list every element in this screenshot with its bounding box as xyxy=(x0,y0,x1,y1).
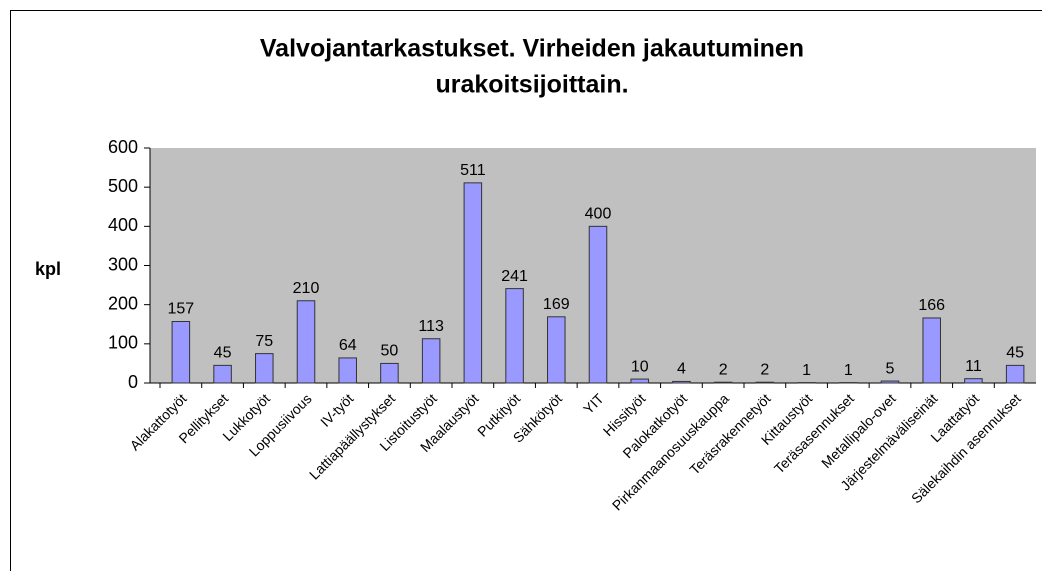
value-label: 169 xyxy=(543,296,570,313)
value-label: 1 xyxy=(844,362,853,379)
bar xyxy=(255,353,274,384)
value-label: 11 xyxy=(965,358,982,375)
chart-title: Valvojantarkastukset. Virheiden jakautum… xyxy=(260,35,804,63)
bar xyxy=(964,378,983,384)
bar xyxy=(380,362,399,384)
value-label: 241 xyxy=(501,268,528,285)
bar xyxy=(1005,364,1025,384)
value-label: 64 xyxy=(339,337,357,354)
value-label: 50 xyxy=(381,343,399,360)
value-label: 400 xyxy=(585,206,612,223)
value-label: 157 xyxy=(168,301,195,318)
bar xyxy=(213,364,232,384)
bar xyxy=(421,338,441,384)
bar xyxy=(547,316,566,384)
value-label: 1 xyxy=(802,362,811,379)
bar xyxy=(588,225,608,384)
y-tick-label: 600 xyxy=(108,137,138,157)
chart-title: urakoitsijoittain. xyxy=(435,71,628,99)
y-tick-label: 100 xyxy=(108,333,138,353)
value-label: 166 xyxy=(918,297,945,314)
value-label: 45 xyxy=(1006,345,1024,362)
value-label: 10 xyxy=(631,358,649,375)
value-label: 113 xyxy=(418,318,444,335)
value-label: 2 xyxy=(760,361,769,378)
y-tick-label: 400 xyxy=(108,215,138,235)
bar xyxy=(922,317,941,384)
bar xyxy=(505,288,524,384)
value-label: 210 xyxy=(293,280,320,297)
value-label: 45 xyxy=(214,345,232,362)
y-tick-label: 200 xyxy=(108,293,138,313)
bar xyxy=(713,381,733,384)
value-label: 5 xyxy=(886,360,895,377)
value-label: 4 xyxy=(677,361,686,378)
y-tick-label: 0 xyxy=(128,372,138,392)
bar xyxy=(338,357,357,384)
bar xyxy=(171,321,191,384)
bar xyxy=(296,300,316,384)
bar xyxy=(755,381,775,384)
value-label: 511 xyxy=(460,162,486,179)
bar xyxy=(880,380,900,384)
bar xyxy=(630,378,649,384)
y-tick-label: 500 xyxy=(108,176,138,196)
bar xyxy=(463,182,483,384)
bar xyxy=(672,380,691,384)
value-label: 2 xyxy=(719,361,728,378)
y-axis-label: kpl xyxy=(35,259,61,279)
value-label: 75 xyxy=(255,333,273,350)
y-tick-label: 300 xyxy=(108,254,138,274)
